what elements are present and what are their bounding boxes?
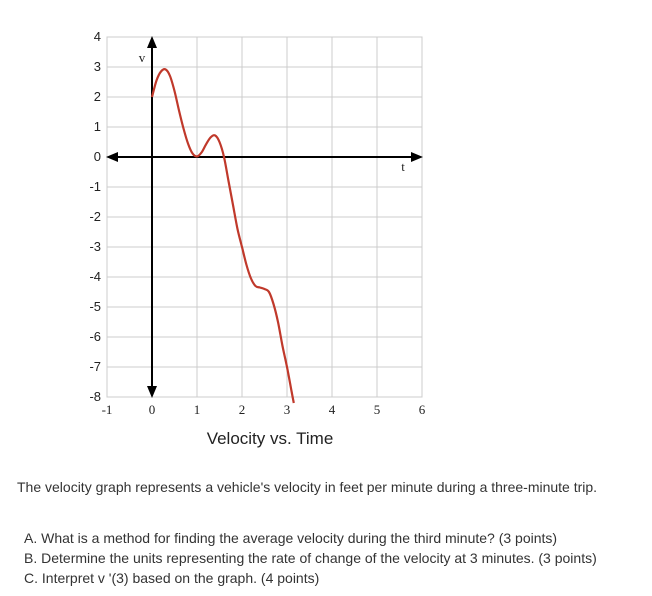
grid — [106, 36, 423, 398]
y-tick-label: -6 — [89, 329, 101, 344]
x-axis-label: t — [401, 159, 405, 174]
x-tick-label: -1 — [102, 402, 113, 417]
x-tick-label: 2 — [239, 402, 246, 417]
problem-intro: The velocity graph represents a vehicle'… — [17, 479, 598, 495]
chart-title: Velocity vs. Time — [206, 429, 334, 448]
y-tick-label: -8 — [89, 389, 101, 404]
y-tick-label: -1 — [89, 179, 101, 194]
x-axis-arrow-left — [106, 152, 118, 162]
velocity-curve — [150, 68, 295, 404]
y-tick-label: -3 — [89, 239, 101, 254]
y-tick-label: -5 — [89, 299, 101, 314]
tick-labels: -1 0 1 2 3 4 5 6 4 3 2 1 0 -1 -2 -3 -4 -5 -6 -7 -8 — [89, 29, 425, 417]
x-tick-label: 1 — [194, 402, 201, 417]
x-axis-arrow-right — [411, 152, 423, 162]
y-axis-arrow-up — [147, 36, 157, 48]
y-axis-arrow-down — [147, 386, 157, 398]
y-tick-label: 4 — [94, 29, 101, 44]
x-tick-label: 4 — [329, 402, 336, 417]
x-tick-label: 3 — [284, 402, 291, 417]
y-tick-label: -2 — [89, 209, 101, 224]
x-tick-label: 0 — [149, 402, 156, 417]
velocity-chart: -1 0 1 2 3 4 5 6 4 3 2 1 0 -1 -2 -3 -4 -5 -6 -7 -8 t v — [89, 29, 425, 417]
y-tick-label: 3 — [94, 59, 101, 74]
y-axis-label: v — [139, 50, 146, 65]
question-b: B. Determine the units representing the … — [24, 550, 597, 566]
question-list: A. What is a method for finding the aver… — [24, 528, 597, 588]
y-tick-label: 0 — [94, 149, 101, 164]
y-tick-label: 2 — [94, 89, 101, 104]
y-tick-label: -7 — [89, 359, 101, 374]
x-tick-label: 6 — [419, 402, 426, 417]
y-tick-label: -4 — [89, 269, 101, 284]
x-tick-label: 5 — [374, 402, 381, 417]
y-tick-label: 1 — [94, 119, 101, 134]
question-c: C. Interpret v '(3) based on the graph. … — [24, 570, 320, 586]
series-layer — [150, 68, 295, 404]
axes — [106, 36, 423, 398]
question-a: A. What is a method for finding the aver… — [24, 530, 558, 546]
